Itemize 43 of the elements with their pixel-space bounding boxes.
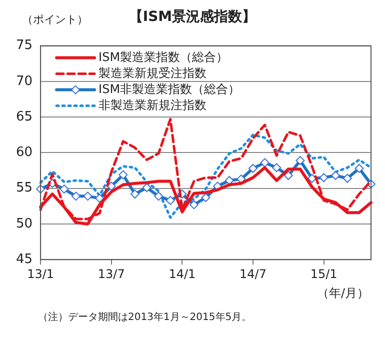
point bbox=[71, 192, 80, 201]
y-tick-label: 45 bbox=[16, 252, 33, 267]
point bbox=[189, 200, 198, 210]
point bbox=[142, 183, 152, 192]
point bbox=[201, 193, 210, 202]
y-tick-label: 65 bbox=[16, 109, 33, 124]
point bbox=[83, 192, 92, 201]
point bbox=[284, 171, 293, 180]
legend-label: ISM製造業指数（総合） bbox=[98, 50, 228, 64]
point bbox=[272, 163, 282, 172]
y-tick-label: 70 bbox=[16, 74, 33, 89]
line-series bbox=[39, 134, 372, 219]
point bbox=[118, 170, 128, 180]
x-tick-label: 15/1 bbox=[310, 266, 338, 281]
point bbox=[130, 190, 140, 199]
point bbox=[224, 176, 234, 185]
legend-label: 非製造業新規注指数 bbox=[98, 98, 207, 112]
y-axis-title: （ポイント） bbox=[22, 12, 88, 27]
point bbox=[166, 196, 175, 205]
point bbox=[296, 156, 305, 166]
point bbox=[354, 164, 364, 173]
point bbox=[248, 164, 258, 173]
y-tick-label: 55 bbox=[16, 180, 33, 196]
point bbox=[106, 182, 116, 191]
legend-label: ISM非製造業指数（総合） bbox=[98, 82, 240, 96]
point bbox=[307, 174, 316, 183]
y-tick-label: 60 bbox=[16, 145, 33, 160]
chart-title: 【ISM景況感指数】 bbox=[128, 9, 256, 25]
point bbox=[319, 173, 328, 182]
y-tick-label: 75 bbox=[16, 38, 33, 54]
x-tick-label: 14/7 bbox=[240, 266, 266, 281]
y-tick-label: 50 bbox=[16, 216, 33, 232]
x-tick-label: 13/1 bbox=[27, 266, 54, 281]
legend-label: 製造業新規受注指数 bbox=[98, 66, 207, 80]
point bbox=[331, 171, 340, 180]
x-axis-title: （年/月） bbox=[316, 285, 370, 302]
point bbox=[260, 158, 270, 168]
point bbox=[154, 192, 164, 201]
point bbox=[342, 174, 352, 183]
x-tick-label: 14/1 bbox=[168, 266, 196, 281]
point bbox=[60, 184, 69, 194]
text: （注）データ期間は2013年1月～2015年5月。 bbox=[38, 310, 253, 324]
x-tick-label: 13/7 bbox=[98, 266, 125, 281]
